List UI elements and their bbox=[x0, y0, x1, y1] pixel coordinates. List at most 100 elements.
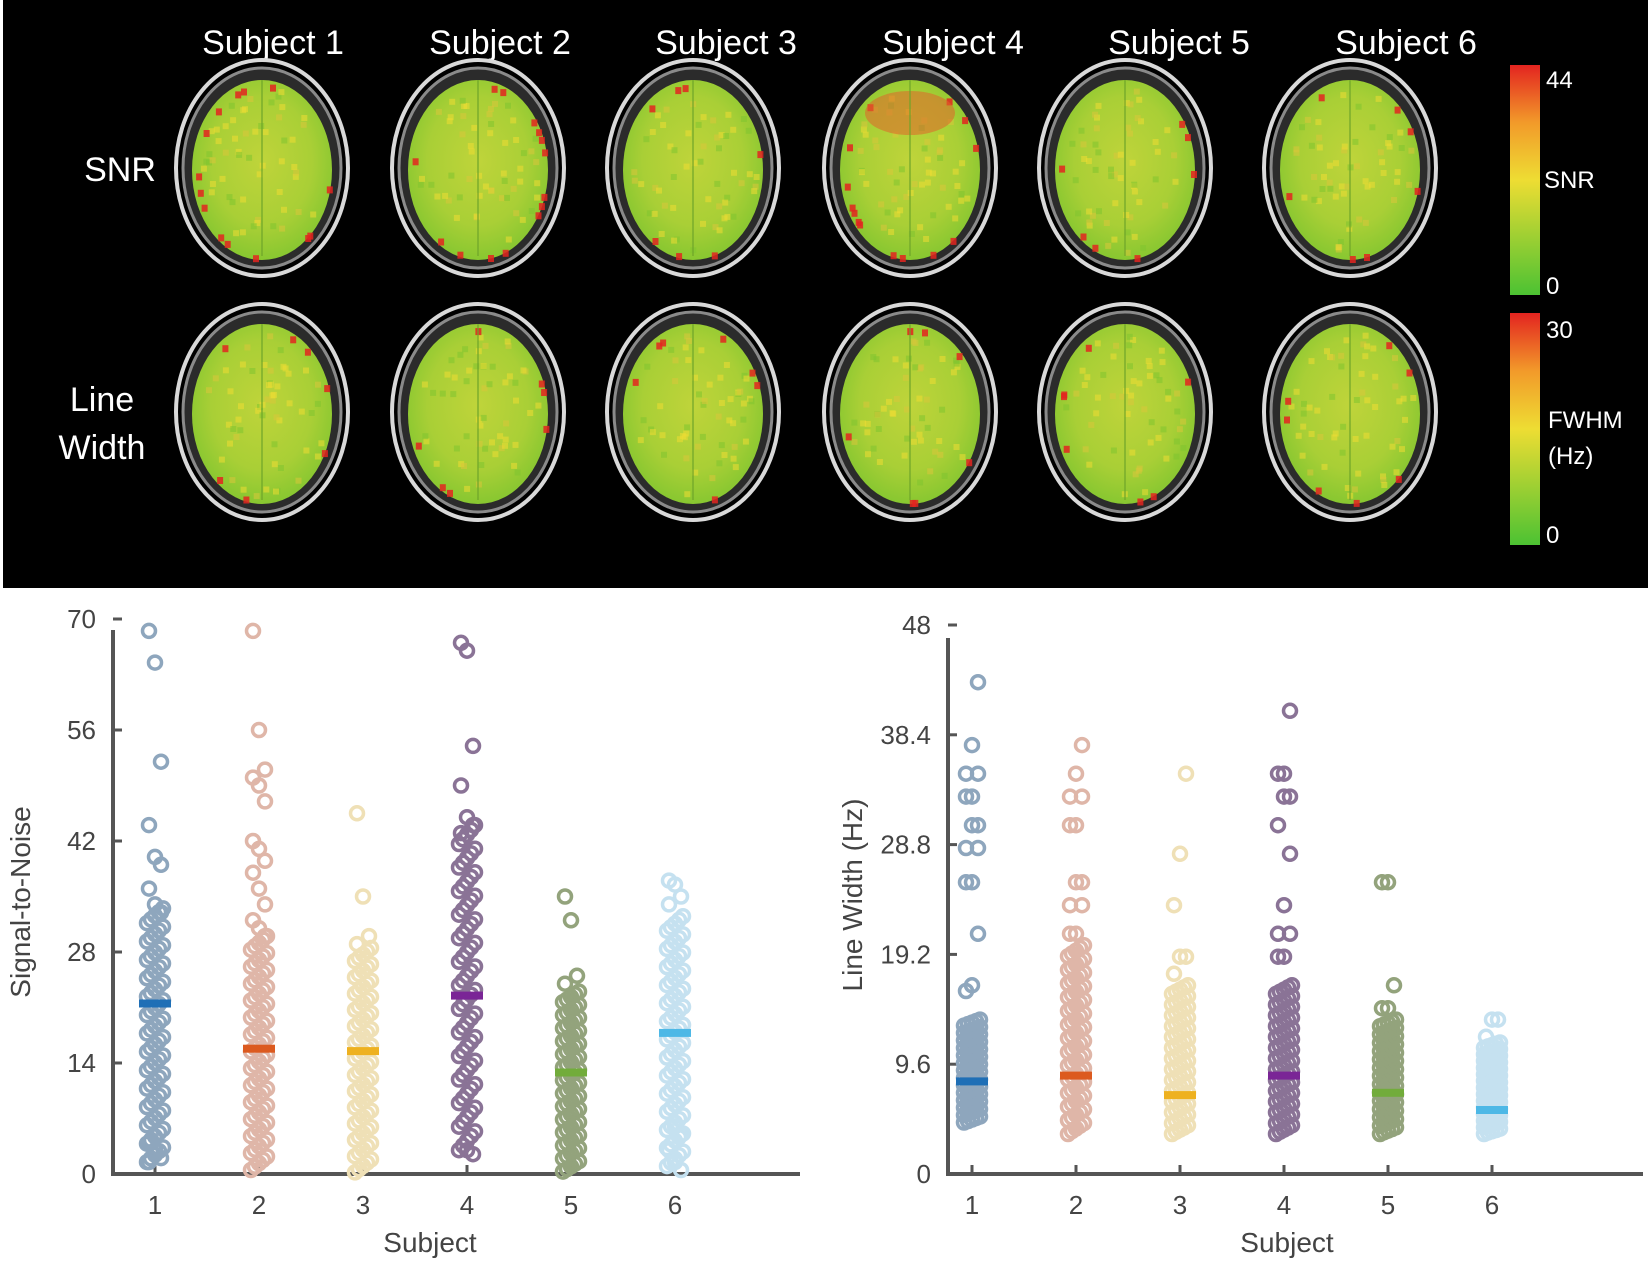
data-point bbox=[466, 1005, 484, 1022]
row-label-snr: SNR bbox=[84, 151, 156, 189]
data-point bbox=[140, 622, 158, 640]
brain-map-image bbox=[390, 58, 566, 278]
data-point bbox=[360, 927, 378, 945]
data-point bbox=[1177, 765, 1195, 782]
brain-map-image bbox=[605, 58, 781, 278]
x-tick-label: 2 bbox=[252, 1190, 266, 1220]
data-point bbox=[1385, 977, 1403, 994]
subject-5-points bbox=[1371, 874, 1405, 1143]
subject-6-mean bbox=[1476, 1106, 1508, 1114]
data-point bbox=[154, 1102, 172, 1119]
x-tick-label: 1 bbox=[148, 1190, 162, 1220]
data-point bbox=[464, 1145, 482, 1163]
subject-4-mean bbox=[1268, 1071, 1300, 1080]
data-point bbox=[466, 1076, 484, 1093]
data-point bbox=[963, 977, 981, 994]
data-point bbox=[466, 1123, 484, 1140]
subject-3-points bbox=[346, 805, 380, 1181]
x-tick-label: 4 bbox=[460, 1190, 474, 1220]
data-point bbox=[1067, 874, 1085, 891]
data-point bbox=[250, 880, 268, 897]
data-point bbox=[154, 955, 172, 972]
subject-3-mean bbox=[347, 1047, 379, 1056]
data-point bbox=[674, 962, 692, 979]
data-point bbox=[1177, 948, 1195, 965]
data-point bbox=[1061, 896, 1079, 914]
brain-map-image bbox=[174, 302, 350, 522]
data-point bbox=[1373, 874, 1391, 891]
data-point bbox=[466, 887, 484, 905]
lw-y-label: Line Width (Hz) bbox=[837, 799, 868, 992]
data-point bbox=[466, 1028, 484, 1046]
data-point bbox=[354, 888, 372, 905]
data-point bbox=[466, 840, 484, 857]
subject-5-mean bbox=[555, 1068, 587, 1077]
y-tick-label: 38.4 bbox=[880, 720, 931, 750]
data-point bbox=[1269, 948, 1287, 965]
brain-map-panel: Subject 1 Subject 2 Subject 3 Subject 4 … bbox=[3, 0, 1648, 588]
subject-6-mean bbox=[659, 1028, 691, 1037]
fwhm-colorbar-min: 0 bbox=[1546, 522, 1559, 549]
snr-y-label: Signal-to-Noise bbox=[5, 806, 36, 997]
data-point bbox=[466, 934, 484, 952]
data-point bbox=[674, 1089, 692, 1106]
data-point bbox=[256, 927, 274, 945]
x-tick-label: 1 bbox=[965, 1190, 979, 1220]
data-point bbox=[1373, 999, 1391, 1017]
subject-header-5: Subject 5 bbox=[1108, 24, 1250, 62]
subject-2-points bbox=[242, 622, 276, 1179]
data-point bbox=[963, 816, 981, 834]
subject-4-mean bbox=[451, 991, 483, 1000]
x-tick-label: 5 bbox=[1381, 1190, 1395, 1220]
data-point bbox=[1275, 765, 1293, 782]
subject-5-mean bbox=[1372, 1088, 1404, 1097]
data-point bbox=[1171, 948, 1189, 965]
data-point bbox=[348, 805, 366, 822]
fwhm-colorbar-label-1: FWHM bbox=[1548, 407, 1623, 434]
snr-y-ticks: 0 14 28 42 56 70 bbox=[67, 604, 122, 1189]
data-point bbox=[963, 788, 981, 805]
data-point bbox=[466, 864, 484, 881]
data-point bbox=[1379, 874, 1397, 891]
data-point bbox=[1283, 977, 1301, 994]
y-tick-label: 14 bbox=[67, 1048, 96, 1078]
subject-4-points bbox=[450, 634, 484, 1163]
brain-map-grid bbox=[174, 58, 1438, 522]
y-tick-label: 70 bbox=[67, 604, 96, 634]
subject-6-points bbox=[1475, 1011, 1509, 1143]
x-tick-label: 6 bbox=[1485, 1190, 1499, 1220]
x-tick-label: 3 bbox=[356, 1190, 370, 1220]
data-point bbox=[562, 912, 580, 929]
data-point bbox=[1073, 736, 1091, 754]
snr-colorbar bbox=[1510, 65, 1540, 295]
brain-map-image bbox=[822, 302, 998, 522]
data-point bbox=[1281, 845, 1299, 863]
data-point bbox=[674, 944, 692, 961]
data-point bbox=[146, 654, 164, 671]
data-point bbox=[1281, 788, 1299, 805]
data-point bbox=[1275, 896, 1293, 914]
data-point bbox=[154, 1065, 172, 1083]
data-point bbox=[1179, 977, 1197, 994]
data-point bbox=[154, 1083, 172, 1101]
snr-colorbar-max: 44 bbox=[1546, 67, 1573, 94]
data-point bbox=[1477, 1028, 1495, 1046]
data-point bbox=[1269, 765, 1287, 782]
data-point bbox=[1061, 925, 1079, 943]
subject-1-mean bbox=[139, 999, 171, 1008]
data-point bbox=[672, 888, 690, 905]
data-point bbox=[256, 761, 274, 778]
x-tick-label: 4 bbox=[1277, 1190, 1291, 1220]
data-point bbox=[674, 926, 692, 943]
data-point bbox=[256, 793, 274, 810]
brain-map-image bbox=[174, 58, 350, 278]
data-point bbox=[154, 936, 172, 954]
brain-map-image bbox=[1262, 302, 1438, 522]
data-point bbox=[672, 1161, 690, 1179]
brain-map-image bbox=[1037, 302, 1213, 522]
data-point bbox=[971, 1011, 989, 1028]
x-tick-label: 5 bbox=[564, 1190, 578, 1220]
data-point bbox=[957, 839, 975, 857]
data-point bbox=[957, 765, 975, 782]
